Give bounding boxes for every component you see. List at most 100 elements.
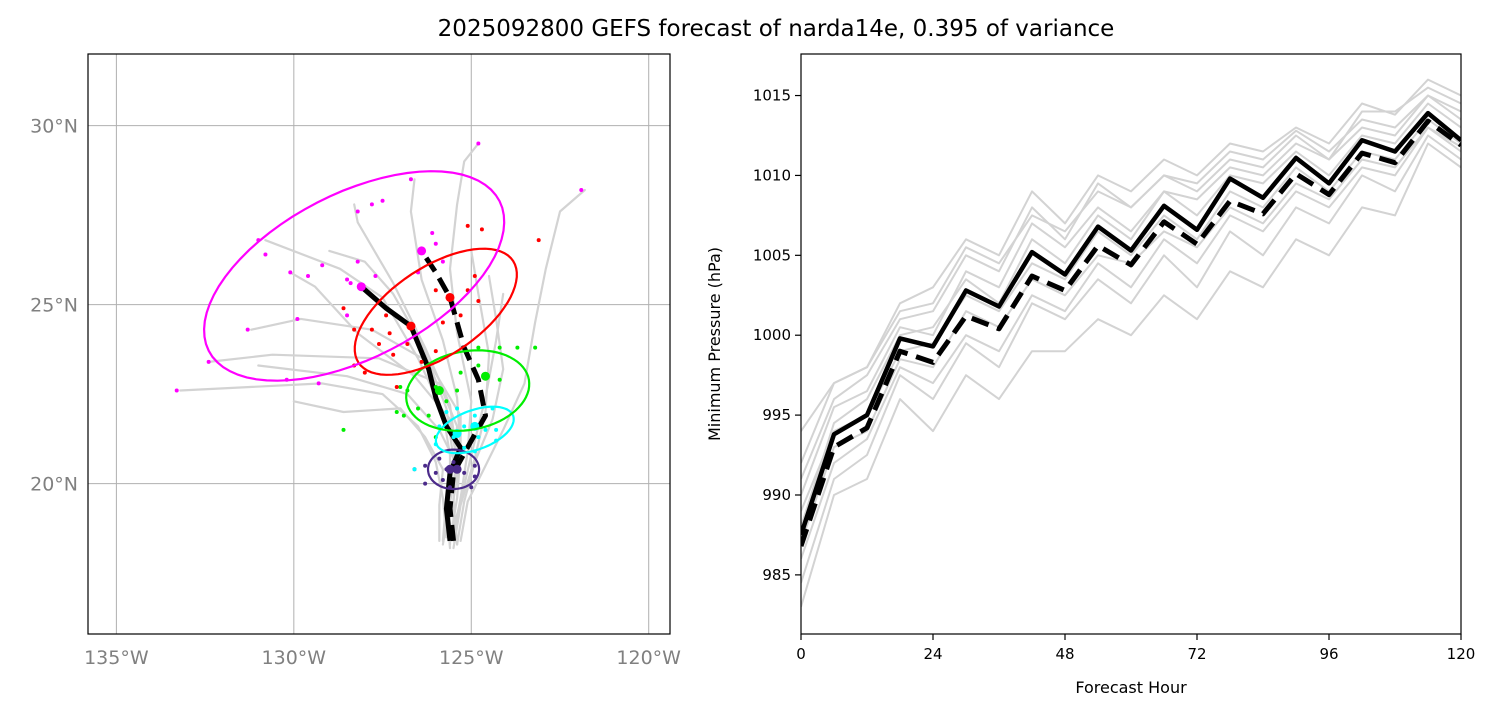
- map-tick-labels: 135°W 130°W 125°W 120°W 20°N 25°N 30°N: [30, 116, 681, 669]
- position-dot: [416, 406, 421, 411]
- position-dot: [437, 424, 442, 429]
- mean-position-marker: [417, 246, 427, 256]
- plot-content: [801, 78, 1461, 608]
- map-frame: [87, 53, 671, 635]
- uncertainty-ellipse: [353, 247, 518, 376]
- position-dot: [472, 413, 477, 418]
- position-dot: [401, 413, 406, 418]
- position-dot: [433, 349, 438, 354]
- x-tick-label: 96: [1319, 645, 1338, 663]
- position-dot: [483, 427, 488, 432]
- position-dot: [288, 270, 293, 275]
- position-dot: [430, 231, 435, 236]
- pressure-member-line: [801, 86, 1461, 480]
- y-tick-label: 1000: [753, 326, 791, 344]
- position-dot: [462, 445, 467, 450]
- position-dot: [440, 259, 445, 264]
- position-dot: [423, 481, 428, 486]
- position-dot: [472, 463, 477, 468]
- position-dot: [515, 345, 520, 350]
- position-dot: [426, 413, 431, 418]
- pressure-member-line: [801, 102, 1461, 528]
- position-dot: [408, 177, 413, 182]
- position-dot: [391, 352, 396, 357]
- position-dot: [263, 252, 268, 257]
- position-dot: [444, 399, 449, 404]
- position-dot: [405, 342, 410, 346]
- position-dot: [348, 281, 353, 286]
- member-track: [179, 382, 448, 539]
- pressure-member-line: [801, 78, 1461, 432]
- position-dot: [412, 467, 417, 472]
- position-dot: [462, 424, 467, 429]
- position-dot: [433, 241, 438, 246]
- pressure-member-line: [801, 94, 1461, 464]
- position-dot: [369, 327, 374, 332]
- position-dot: [437, 456, 442, 461]
- lon-tick-label: 135°W: [84, 647, 149, 669]
- y-tick-label: 1010: [753, 166, 791, 184]
- position-dot: [398, 384, 403, 389]
- position-dot: [497, 345, 502, 350]
- mean-track-solid: [359, 284, 464, 542]
- position-dot: [458, 370, 463, 375]
- x-axis-label: Forecast Hour: [1075, 678, 1187, 697]
- position-dot: [433, 470, 438, 475]
- y-tick-label: 990: [762, 486, 791, 504]
- position-dot: [306, 273, 311, 278]
- position-dot: [497, 377, 502, 382]
- position-dot: [320, 263, 325, 268]
- position-dot: [458, 313, 463, 318]
- mean-position-marker: [452, 464, 462, 474]
- position-dot: [384, 313, 389, 318]
- pressure-member-line: [801, 142, 1461, 608]
- position-dot: [462, 470, 467, 475]
- position-dot: [419, 359, 424, 364]
- uncertainty-ellipse: [202, 170, 506, 382]
- position-dot: [362, 370, 367, 375]
- y-axis-label: Minimum Pressure (hPa): [705, 247, 724, 441]
- position-dot: [295, 316, 300, 321]
- position-dot: [394, 384, 399, 389]
- mean-position-marker: [434, 386, 444, 396]
- position-dot: [355, 259, 360, 264]
- position-dot: [433, 288, 438, 293]
- x-tick-label: 24: [923, 645, 942, 663]
- position-dot: [440, 478, 445, 483]
- pressure-member-line: [801, 134, 1461, 584]
- position-dot: [455, 388, 460, 393]
- mean-track-dashed: [419, 249, 488, 542]
- position-dot: [476, 141, 481, 146]
- track-map: 135°W 130°W 125°W 120°W 20°N 25°N 30°N: [30, 53, 681, 669]
- x-tick-label: 0: [796, 645, 806, 663]
- position-dot: [174, 388, 179, 393]
- x-tick-label: 120: [1447, 645, 1476, 663]
- position-dot: [355, 209, 360, 214]
- pressure-mean-dashed-line: [801, 118, 1461, 547]
- position-dot: [394, 410, 399, 415]
- position-dot: [423, 463, 428, 468]
- x-tick-label: 48: [1055, 645, 1074, 663]
- mean-position-marker: [445, 464, 455, 474]
- y-tick-label: 1015: [753, 87, 791, 105]
- y-tick-label: 995: [762, 406, 791, 424]
- position-dot: [476, 345, 481, 350]
- position-dot: [455, 406, 460, 411]
- position-dot: [345, 313, 350, 318]
- member-track: [353, 203, 459, 546]
- pressure-member-line: [801, 118, 1461, 512]
- position-dot: [352, 327, 357, 332]
- position-dot: [380, 198, 385, 203]
- mean-position-marker: [406, 321, 416, 331]
- position-dot: [377, 342, 381, 346]
- member-track: [292, 400, 444, 543]
- position-dot: [494, 427, 499, 432]
- uncertainty-ellipse: [405, 349, 531, 432]
- pressure-plot: 0 24 48 72 96 120 985 990 995 1000 1005 1010 1015 Fo…: [705, 53, 1476, 697]
- lon-tick-label: 120°W: [616, 647, 681, 669]
- plot-ticks: 0 24 48 72 96 120 985 990 995 1000 1005 1010 1015: [753, 87, 1476, 663]
- position-dot: [206, 359, 211, 364]
- position-dot: [387, 331, 392, 336]
- position-dot: [476, 435, 481, 440]
